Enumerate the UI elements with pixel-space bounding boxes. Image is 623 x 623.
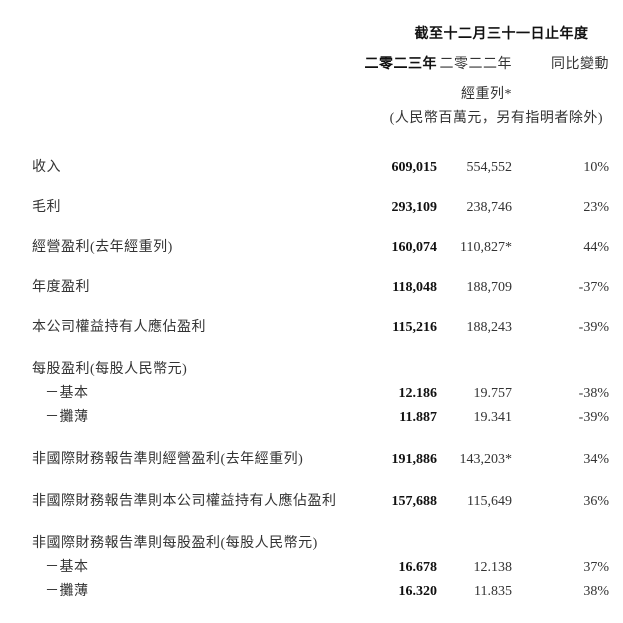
table-header-restated: 經重列*: [32, 85, 609, 105]
table-row: 本公司權益持有人應佔盈利 115,216 188,243 -39%: [32, 318, 609, 338]
value-yoy: 34%: [583, 452, 609, 467]
column-header-2022: 二零二二年: [439, 57, 512, 72]
value-yoy: 37%: [583, 560, 609, 575]
row-label: 毛利: [32, 200, 61, 215]
table-row: 年度盈利 118,048 188,709 -37%: [32, 278, 609, 298]
row-label: －攤薄: [45, 584, 89, 599]
row-label: 經營盈利(去年經重列): [32, 240, 173, 255]
value-2022: 19.341: [473, 410, 513, 425]
value-yoy: -39%: [578, 320, 609, 335]
value-2023: 115,216: [392, 320, 437, 335]
period-header: 截至十二月三十一日止年度: [414, 27, 589, 42]
value-2023: 609,015: [391, 160, 438, 175]
value-2023: 11.887: [399, 410, 437, 425]
table-row: 收入 609,015 554,552 10%: [32, 158, 609, 178]
table-row: 非國際財務報告準則經營盈利(去年經重列) 191,886 143,203* 34%: [32, 450, 609, 470]
results-table-body: 收入 609,015 554,552 10% 毛利 293,109 238,746 23% 經營…: [32, 158, 609, 602]
value-2023: 16.320: [398, 584, 438, 599]
value-2022: 554,552: [466, 160, 513, 175]
column-header-yoy: 同比變動: [551, 57, 609, 72]
value-yoy: 36%: [583, 494, 609, 509]
row-label: 本公司權益持有人應佔盈利: [32, 320, 206, 335]
value-2022: 11.835: [474, 584, 512, 599]
value-2023: 16.678: [398, 560, 438, 575]
table-row: －基本 12.186 19.757 -38%: [32, 384, 609, 404]
row-label: 收入: [32, 160, 61, 175]
value-yoy: -37%: [578, 280, 609, 295]
value-2023: 157,688: [391, 494, 438, 509]
column-header-2023: 二零二三年: [364, 57, 437, 72]
value-2022: 115,649: [467, 494, 512, 509]
table-row: 非國際財務報告準則本公司權益持有人應佔盈利 157,688 115,649 36%: [32, 492, 609, 512]
value-yoy: 38%: [583, 584, 609, 599]
row-label: 非國際財務報告準則經營盈利(去年經重列): [32, 452, 304, 467]
table-header-columns: 二零二三年 二零二二年 同比變動: [32, 55, 609, 75]
table-row: －基本 16.678 12.138 37%: [32, 558, 609, 578]
value-yoy: 44%: [583, 240, 609, 255]
row-label: 非國際財務報告準則每股盈利(每股人民幣元): [32, 536, 318, 551]
value-yoy: -39%: [578, 410, 609, 425]
value-2023: 118,048: [392, 280, 437, 295]
value-2023: 160,074: [391, 240, 438, 255]
table-row: －攤薄 16.320 11.835 38%: [32, 582, 609, 602]
table-header-period: 截至十二月三十一日止年度: [32, 25, 609, 45]
row-label: －基本: [45, 560, 89, 575]
value-yoy: 10%: [583, 160, 609, 175]
value-2022: 188,709: [466, 280, 513, 295]
value-2023: 293,109: [391, 200, 438, 215]
value-2022: 143,203*: [459, 452, 513, 467]
row-label: 每股盈利(每股人民幣元): [32, 362, 188, 377]
value-yoy: 23%: [583, 200, 609, 215]
table-row: 毛利 293,109 238,746 23%: [32, 198, 609, 218]
section-header-row: 每股盈利(每股人民幣元): [32, 360, 609, 380]
row-label: 年度盈利: [32, 280, 90, 295]
restated-note: 經重列*: [461, 87, 512, 102]
value-2022: 188,243: [466, 320, 513, 335]
row-label: 非國際財務報告準則本公司權益持有人應佔盈利: [32, 494, 337, 509]
value-2023: 12.186: [398, 386, 438, 401]
table-row: －攤薄 11.887 19.341 -39%: [32, 408, 609, 428]
value-yoy: -38%: [578, 386, 609, 401]
row-label: －基本: [45, 386, 89, 401]
section-header-row: 非國際財務報告準則每股盈利(每股人民幣元): [32, 534, 609, 554]
value-2022: 110,827*: [460, 240, 512, 255]
unit-note: (人民幣百萬元，另有指明者除外): [389, 111, 603, 126]
table-header-unit: (人民幣百萬元，另有指明者除外): [32, 109, 609, 129]
value-2023: 191,886: [391, 452, 438, 467]
row-label: －攤薄: [45, 410, 89, 425]
value-2022: 238,746: [466, 200, 513, 215]
table-row: 經營盈利(去年經重列) 160,074 110,827* 44%: [32, 238, 609, 258]
value-2022: 12.138: [473, 560, 513, 575]
value-2022: 19.757: [473, 386, 513, 401]
